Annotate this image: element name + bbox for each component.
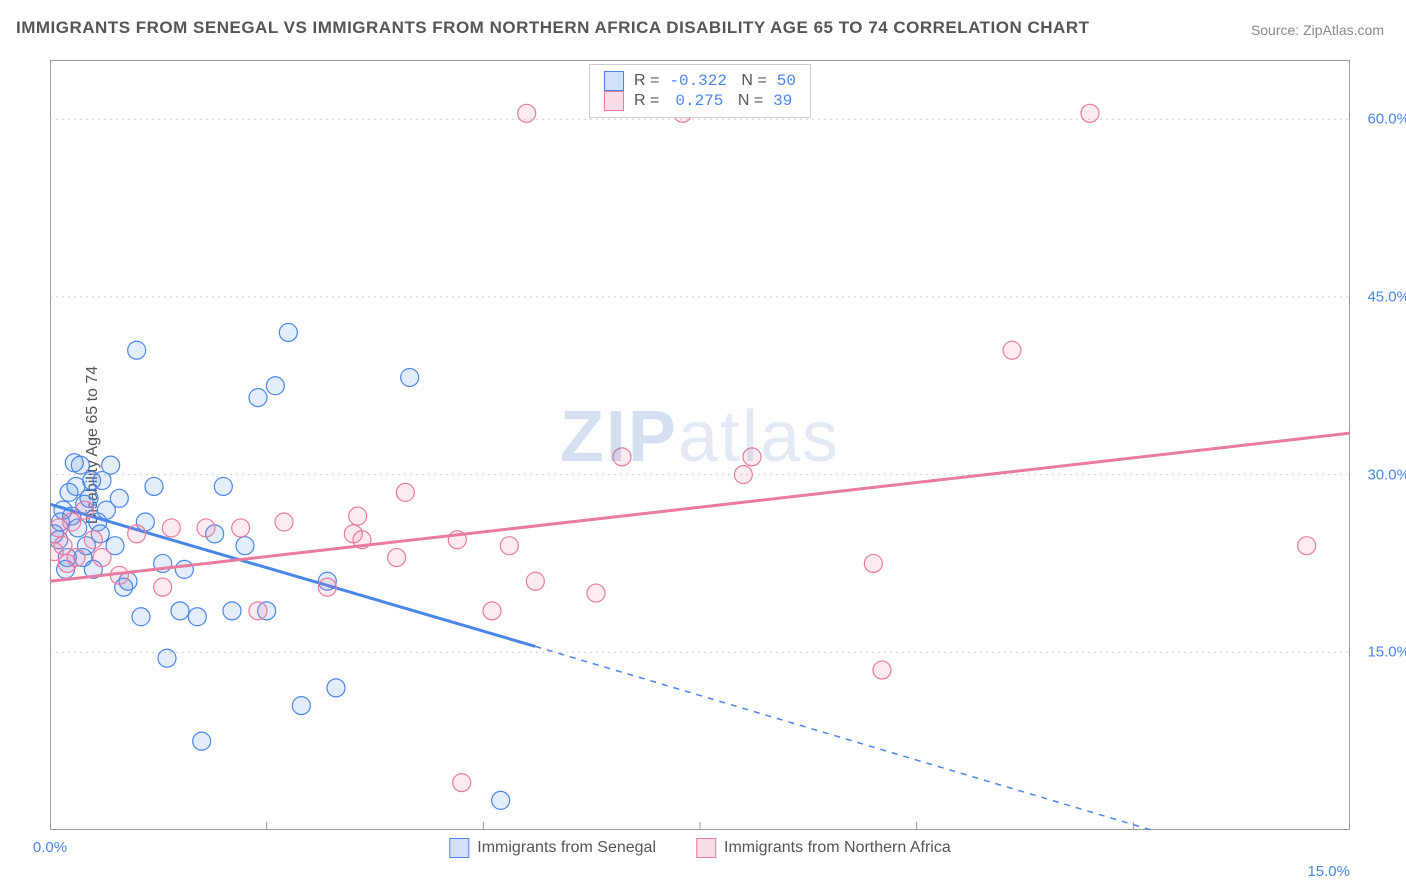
- bottom-legend: Immigrants from Senegal Immigrants from …: [449, 838, 950, 858]
- r-value-nafrica: 0.275: [669, 92, 723, 110]
- y-tick-label: 15.0%: [1367, 644, 1406, 661]
- n-label: N =: [737, 72, 767, 90]
- x-tick-label: 15.0%: [1307, 863, 1350, 880]
- n-value-nafrica: 39: [773, 92, 792, 110]
- y-tick-label: 45.0%: [1367, 288, 1406, 305]
- legend-item-senegal: Immigrants from Senegal: [449, 838, 656, 858]
- swatch-senegal: [449, 838, 469, 858]
- chart-area: Disability Age 65 to 74 ZIPatlas R = -0.…: [50, 60, 1350, 830]
- legend-stats-box: R = -0.322 N = 50 R = 0.275 N = 39: [589, 64, 811, 118]
- source-label: Source: ZipAtlas.com: [1251, 22, 1384, 38]
- legend-stats-row-senegal: R = -0.322 N = 50: [604, 71, 796, 91]
- swatch-nafrica: [604, 91, 624, 111]
- legend-stats-row-nafrica: R = 0.275 N = 39: [604, 91, 796, 111]
- swatch-senegal: [604, 71, 624, 91]
- n-label: N =: [733, 92, 763, 110]
- y-tick-label: 60.0%: [1367, 111, 1406, 128]
- swatch-nafrica: [696, 838, 716, 858]
- r-label: R =: [634, 72, 659, 90]
- scatter-plot: [50, 60, 1350, 830]
- y-tick-label: 30.0%: [1367, 466, 1406, 483]
- r-value-senegal: -0.322: [669, 72, 727, 90]
- n-value-senegal: 50: [777, 72, 796, 90]
- legend-item-nafrica: Immigrants from Northern Africa: [696, 838, 951, 858]
- r-label: R =: [634, 92, 659, 110]
- chart-title: IMMIGRANTS FROM SENEGAL VS IMMIGRANTS FR…: [16, 18, 1090, 38]
- legend-label-senegal: Immigrants from Senegal: [477, 839, 656, 857]
- x-tick-label: 0.0%: [33, 839, 67, 856]
- legend-label-nafrica: Immigrants from Northern Africa: [724, 839, 951, 857]
